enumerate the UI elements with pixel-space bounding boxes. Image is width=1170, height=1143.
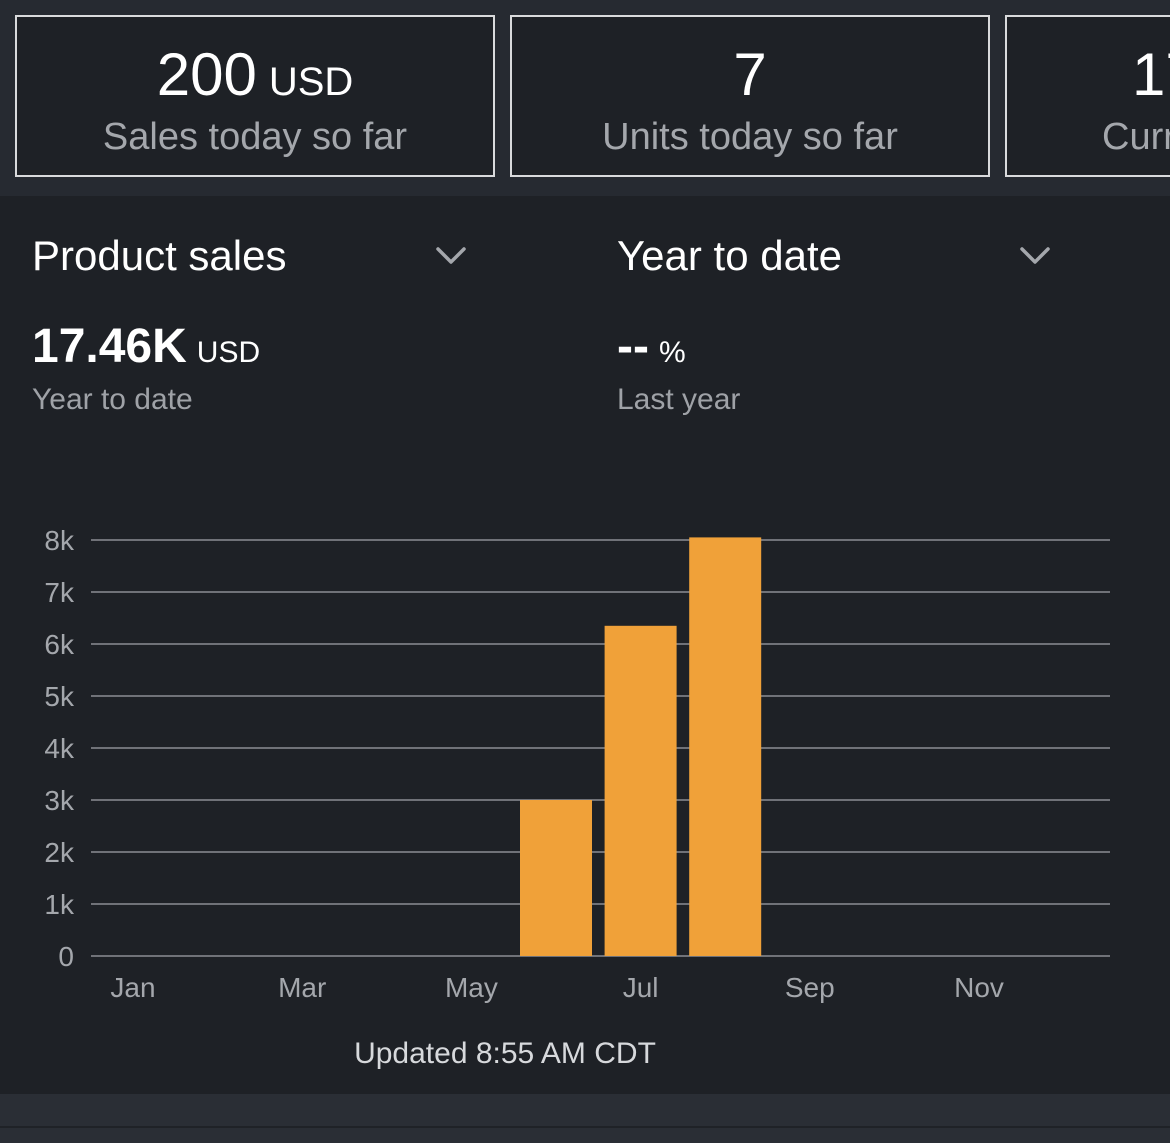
x-tick-label: May — [445, 972, 498, 1003]
primary-metric-value: 17.46K USD — [32, 318, 260, 382]
sales-bar-chart: 0 1k 2k 3k 4k 5k 6k 7k 8k Jan Mar May Jul Sep Nov — [44, 525, 1110, 1003]
primary-metric-number: 17.46K — [32, 320, 187, 373]
kpi-number: 200 — [156, 41, 257, 108]
divider — [0, 1126, 1170, 1128]
bar-jun[interactable] — [520, 800, 592, 956]
kpi-number: 17 — [1132, 41, 1170, 108]
comparison-metric-label: Last year — [617, 383, 741, 416]
comparison-metric-unit: % — [658, 336, 686, 369]
kpi-card-current[interactable]: 17 Curr — [1005, 15, 1170, 177]
y-tick-label: 1k — [44, 889, 75, 920]
kpi-value: 7 — [512, 39, 988, 111]
kpi-unit: USD — [268, 60, 354, 104]
chevron-down-icon[interactable] — [1018, 238, 1052, 272]
period-selector-label[interactable]: Year to date — [617, 232, 842, 279]
kpi-label: Units today so far — [602, 116, 898, 158]
primary-metric-unit: USD — [196, 336, 261, 369]
bottom-strip — [0, 1094, 1170, 1143]
kpi-value: 17 — [1132, 39, 1170, 111]
y-tick-label: 6k — [44, 629, 75, 660]
kpi-strip: 200 USD Sales today so far 7 Units today … — [0, 0, 1170, 196]
chevron-down-icon[interactable] — [434, 238, 468, 272]
y-tick-label: 7k — [44, 577, 75, 608]
y-tick-label: 3k — [44, 785, 75, 816]
comparison-metric-value: --% — [617, 318, 686, 382]
bar-aug[interactable] — [689, 537, 762, 956]
x-tick-label: Mar — [278, 972, 326, 1003]
y-tick-label: 2k — [44, 837, 75, 868]
x-tick-label: Jul — [623, 972, 659, 1003]
kpi-value: 200 USD — [17, 39, 493, 118]
y-tick-label: 0 — [58, 941, 74, 972]
kpi-card-units[interactable]: 7 Units today so far — [510, 15, 990, 177]
y-tick-label: 8k — [44, 525, 75, 556]
y-tick-label: 5k — [44, 681, 75, 712]
x-tick-label: Nov — [954, 972, 1004, 1003]
x-tick-label: Jan — [110, 972, 155, 1003]
metric-selector-label[interactable]: Product sales — [32, 232, 287, 279]
updated-timestamp: Updated 8:55 AM CDT — [354, 1037, 656, 1070]
bar-jul[interactable] — [604, 625, 677, 956]
kpi-label: Curr — [1102, 116, 1170, 158]
kpi-card-sales[interactable]: 200 USD Sales today so far — [15, 15, 495, 177]
kpi-label: Sales today so far — [102, 116, 408, 158]
comparison-metric-number: -- — [617, 320, 649, 373]
y-tick-label: 4k — [44, 733, 75, 764]
sales-panel: Product sales Year to date 17.46K USD Yea… — [0, 196, 1170, 1094]
x-tick-label: Sep — [785, 972, 835, 1003]
primary-metric-label: Year to date — [32, 383, 193, 416]
kpi-number: 7 — [733, 41, 767, 108]
